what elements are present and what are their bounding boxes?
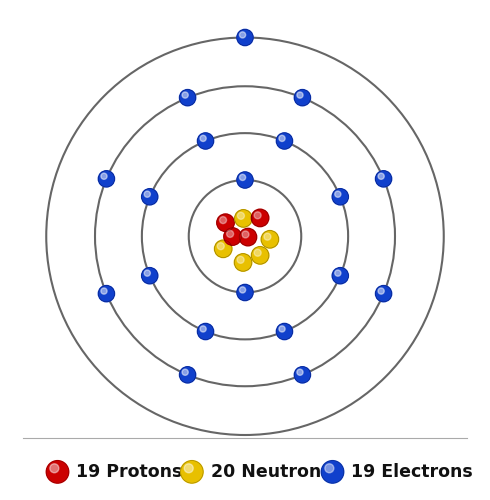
Circle shape <box>237 284 253 300</box>
Circle shape <box>242 231 249 238</box>
Circle shape <box>235 210 252 227</box>
Circle shape <box>234 254 252 271</box>
Circle shape <box>182 92 188 98</box>
Circle shape <box>224 228 241 246</box>
Circle shape <box>237 30 253 46</box>
Circle shape <box>197 324 214 340</box>
Circle shape <box>200 326 206 332</box>
Circle shape <box>378 288 384 294</box>
Circle shape <box>142 188 158 205</box>
Circle shape <box>240 174 245 180</box>
Circle shape <box>276 133 293 149</box>
Circle shape <box>237 256 244 264</box>
Circle shape <box>251 209 269 226</box>
Circle shape <box>240 287 245 293</box>
Circle shape <box>378 173 384 180</box>
Circle shape <box>98 286 115 302</box>
Circle shape <box>297 369 303 376</box>
Circle shape <box>279 136 285 141</box>
Circle shape <box>98 170 115 187</box>
Circle shape <box>142 268 158 284</box>
Circle shape <box>200 136 206 141</box>
Circle shape <box>254 212 261 219</box>
Circle shape <box>197 133 214 149</box>
Circle shape <box>335 191 341 198</box>
Text: 19 Electrons: 19 Electrons <box>351 463 473 481</box>
Circle shape <box>297 92 303 98</box>
Circle shape <box>254 250 261 256</box>
Circle shape <box>101 173 107 180</box>
Circle shape <box>182 369 188 376</box>
Circle shape <box>220 216 226 224</box>
Circle shape <box>276 324 293 340</box>
Circle shape <box>240 32 245 38</box>
Circle shape <box>184 464 193 473</box>
Text: 20 Neutrons: 20 Neutrons <box>211 463 331 481</box>
Circle shape <box>294 90 311 106</box>
Text: 19 Protons: 19 Protons <box>76 463 183 481</box>
Circle shape <box>251 246 269 264</box>
Circle shape <box>237 172 253 188</box>
Circle shape <box>101 288 107 294</box>
Circle shape <box>238 212 245 220</box>
Circle shape <box>325 464 334 473</box>
Circle shape <box>226 230 234 237</box>
Circle shape <box>179 366 196 383</box>
Circle shape <box>321 460 344 483</box>
Circle shape <box>261 230 279 248</box>
Circle shape <box>239 228 257 246</box>
Circle shape <box>335 270 341 276</box>
Circle shape <box>215 240 232 258</box>
Circle shape <box>264 233 271 240</box>
Circle shape <box>179 90 196 106</box>
Circle shape <box>279 326 285 332</box>
Circle shape <box>217 242 224 250</box>
Circle shape <box>332 188 348 205</box>
Circle shape <box>144 191 150 198</box>
Circle shape <box>181 460 203 483</box>
Circle shape <box>375 286 392 302</box>
Circle shape <box>375 170 392 187</box>
Circle shape <box>294 366 311 383</box>
Circle shape <box>50 464 59 473</box>
Circle shape <box>217 214 234 232</box>
Circle shape <box>144 270 150 276</box>
Circle shape <box>46 460 69 483</box>
Circle shape <box>332 268 348 284</box>
